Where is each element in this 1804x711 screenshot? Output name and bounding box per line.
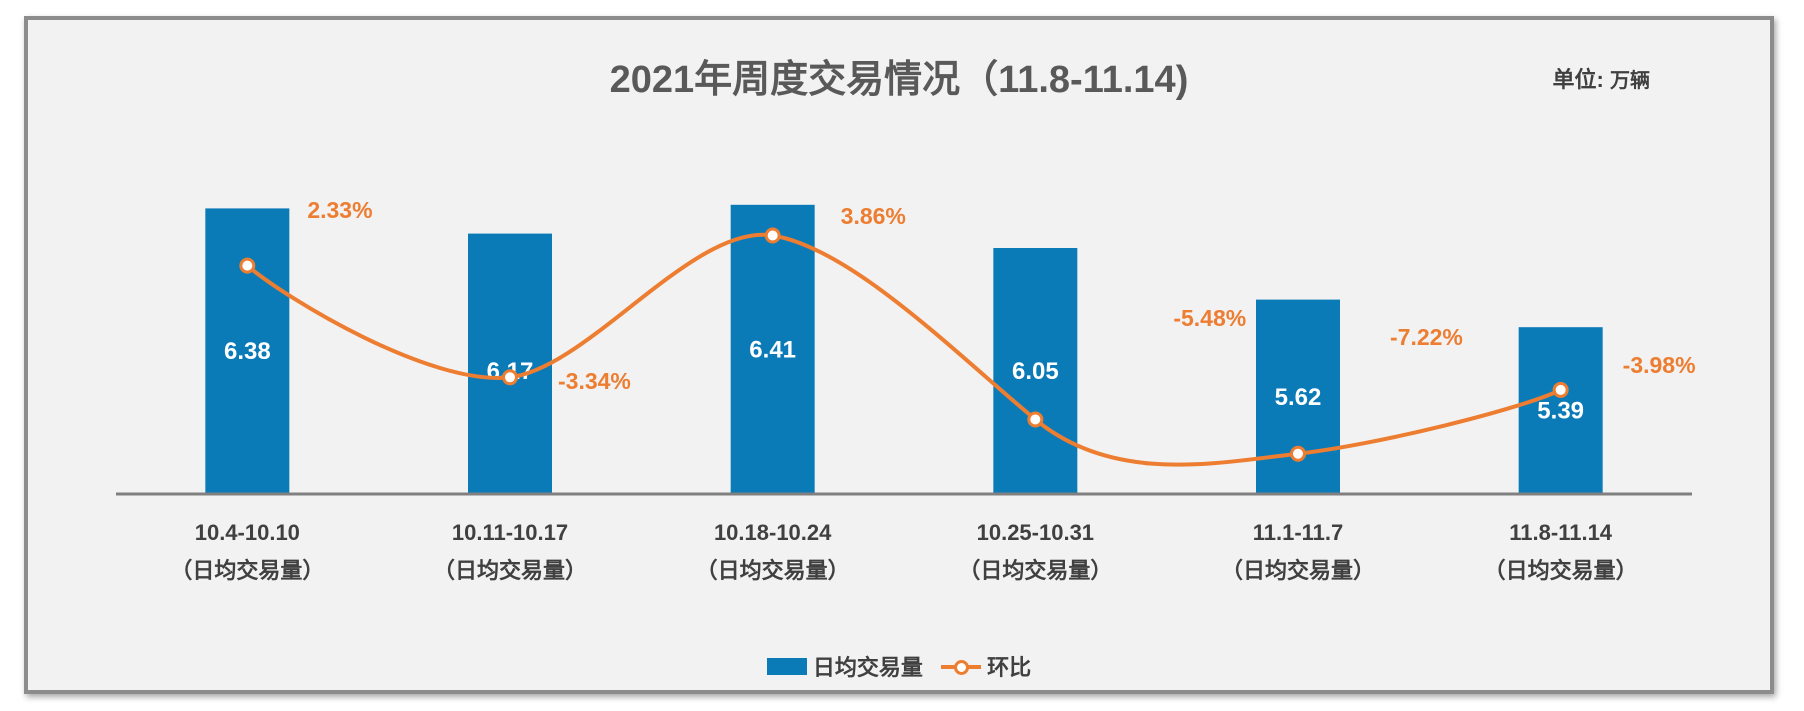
x-tick-sublabel-5: （日均交易量） <box>1484 558 1638 583</box>
x-tick-label-5: 11.8-11.14 <box>1509 520 1613 545</box>
line-value-label-0: 2.33% <box>307 197 372 223</box>
chart-frame: 2021年周度交易情况（11.8-11.14) 单位: 万辆 日均交易量 环比 <box>24 16 1774 694</box>
x-tick-label-2: 10.18-10.24 <box>714 520 832 545</box>
legend-item-bar: 日均交易量 <box>766 650 923 682</box>
bar-5 <box>1518 327 1603 494</box>
line-point-1 <box>502 369 518 386</box>
legend-line-swatch <box>941 658 982 675</box>
line-point-5 <box>1552 381 1569 398</box>
bar-value-label-3: 6.05 <box>1012 358 1059 385</box>
x-tick-label-3: 10.25-10.31 <box>977 520 1094 545</box>
bar-1 <box>468 233 552 494</box>
line-point-4 <box>1290 445 1306 462</box>
line-point-0 <box>239 257 256 274</box>
bar-2 <box>730 204 815 495</box>
line-value-label-1: -3.34% <box>558 368 631 394</box>
chart-title: 2021年周度交易情况（11.8-11.14) <box>609 59 1189 101</box>
x-tick-sublabel-2: （日均交易量） <box>696 558 850 583</box>
bar-3 <box>993 248 1078 494</box>
line-series-path <box>246 232 1562 467</box>
x-tick-label-4: 11.1-11.7 <box>1253 520 1344 545</box>
x-tick-label-1: 10.11-10.17 <box>452 520 568 545</box>
x-tick-sublabel-1: （日均交易量） <box>433 558 587 583</box>
line-point-3 <box>1027 411 1044 428</box>
bar-value-label-5: 5.39 <box>1537 398 1584 425</box>
bar-0 <box>205 208 290 494</box>
x-tick-sublabel-0: （日均交易量） <box>170 558 324 583</box>
unit-label: 单位: 万辆 <box>1553 62 1650 94</box>
x-tick-sublabel-3: （日均交易量） <box>958 558 1112 583</box>
line-value-label-4: -7.22% <box>1390 324 1463 350</box>
bar-value-label-2: 6.41 <box>749 336 796 363</box>
bar-value-label-0: 6.38 <box>224 338 271 365</box>
legend: 日均交易量 环比 <box>28 650 1770 682</box>
unit-label-text: 单位: <box>1552 67 1604 92</box>
line-value-label-2: 3.86% <box>841 203 906 229</box>
bar-value-label-4: 5.62 <box>1275 384 1322 411</box>
legend-bar-label: 日均交易量 <box>812 655 923 680</box>
unit-value: 万辆 <box>1610 70 1650 92</box>
legend-bar-swatch <box>766 657 807 675</box>
legend-line-label: 环比 <box>987 655 1032 680</box>
legend-item-line: 环比 <box>941 650 1031 682</box>
line-value-label-5: -3.98% <box>1623 352 1696 378</box>
x-tick-label-0: 10.4-10.10 <box>195 520 300 545</box>
x-tick-sublabel-4: （日均交易量） <box>1221 558 1375 583</box>
line-point-2 <box>764 227 781 244</box>
line-value-label-3: -5.48% <box>1173 305 1246 331</box>
